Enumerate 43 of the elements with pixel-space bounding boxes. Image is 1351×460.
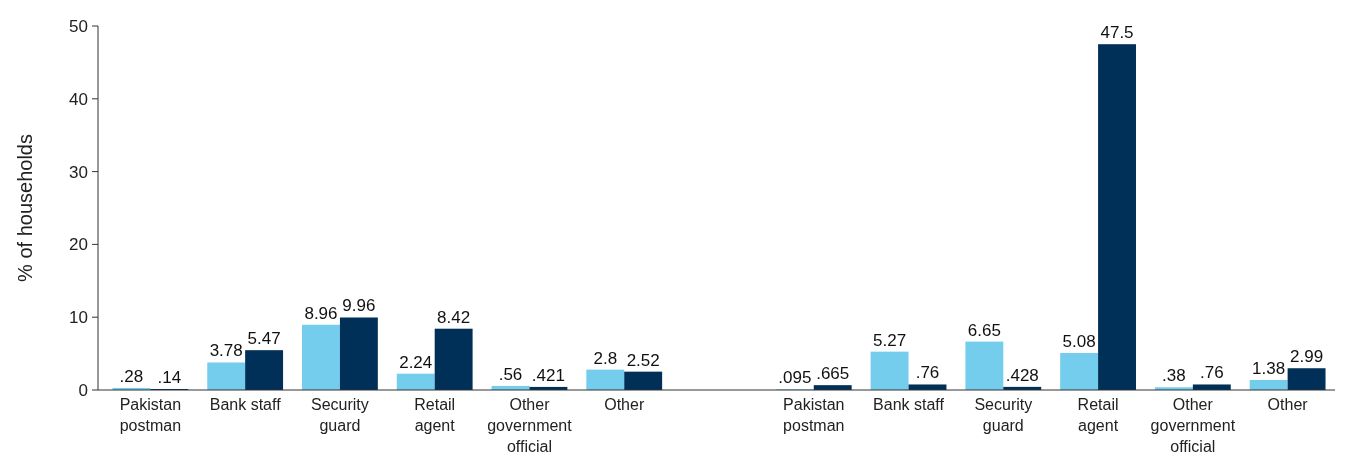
x-tick-label: Bank staff [209,396,282,413]
x-tick-label: Security guard [974,396,1033,434]
data-label: 2.8 [593,348,618,368]
data-label: 5.47 [247,329,281,349]
x-tick-label: Pakistan postman [783,396,845,434]
data-label: .428 [1005,365,1039,385]
data-label: 3.78 [209,341,243,361]
data-label: 8.42 [437,307,471,327]
x-tick-label: Security guard [311,396,369,434]
y-tick-label: 30 [69,162,88,182]
data-label: .665 [816,364,850,384]
data-label: .28 [119,366,144,386]
data-label: .56 [498,364,523,384]
x-tick-label: Retail agent [1077,396,1119,434]
data-label: 1.38 [1252,358,1286,378]
y-tick-label: 20 [69,235,88,255]
data-label: .38 [1162,366,1186,386]
data-label: 6.65 [967,320,1001,340]
y-tick-label: 40 [69,89,88,109]
data-label: 2.99 [1290,347,1324,367]
data-label: 2.52 [626,350,660,370]
data-label: 5.27 [873,330,907,350]
x-tick-label: Pakistan postman [119,396,182,434]
y-tick-label: 50 [69,16,88,36]
x-tick-label: Other [1267,396,1309,413]
data-label: .76 [1199,363,1224,383]
y-tick-label: 0 [78,380,88,400]
data-label: 2.24 [399,352,433,372]
data-label: .76 [915,363,940,383]
x-tick-label: Other [604,396,645,413]
x-tick-label: Other government official [487,396,573,455]
data-label: 9.96 [342,296,376,316]
y-tick-label: 10 [69,308,88,328]
y-axis-title: % of households [14,134,36,282]
data-label: .095 [778,368,812,388]
data-label: 47.5 [1100,23,1134,43]
data-label: .14 [157,367,182,387]
x-tick-label: Other government official [1150,396,1236,455]
x-tick-label: Retail agent [414,396,456,434]
data-label: .421 [531,365,565,385]
data-label: 8.96 [304,303,338,323]
data-label: 5.08 [1062,332,1096,352]
x-tick-label: Bank staff [873,396,945,413]
